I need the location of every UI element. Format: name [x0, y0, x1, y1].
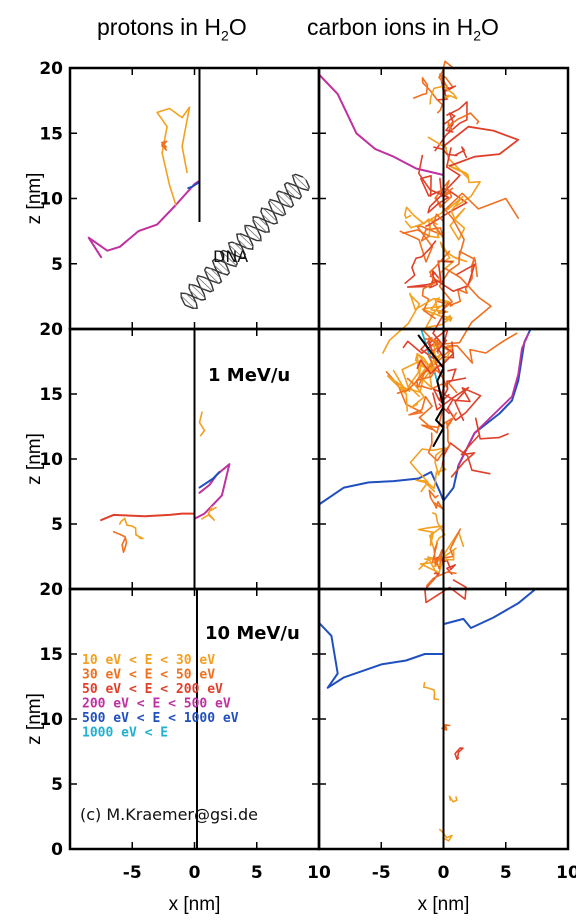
legend-entry: 30 eV < E < 50 eV [82, 668, 215, 683]
track-p1-orange-b [114, 532, 127, 552]
track-c0-loop [444, 127, 519, 166]
y-tick-label: 20 [39, 320, 63, 340]
track-p0-blue [188, 183, 198, 188]
track-c0-delta [414, 78, 443, 113]
track-c2-c [455, 748, 463, 759]
dna-label: DNA [213, 247, 248, 266]
x-tick-label: 5 [500, 863, 512, 883]
track-c2-blue-right [444, 589, 536, 628]
y-axis-label: z [nm] [24, 693, 45, 745]
x-tick-label: 0 [438, 863, 450, 883]
track-c1-delta [447, 333, 516, 363]
track-c1-delta [442, 443, 489, 474]
track-c2-a [424, 683, 439, 700]
y-axis-label: z [nm] [24, 433, 45, 485]
y-tick-label: 0 [51, 840, 63, 860]
legend-entry: 1000 eV < E [82, 726, 168, 741]
y-tick-label: 15 [39, 124, 63, 144]
track-p0-orange [157, 107, 189, 205]
track-c0-delta [451, 258, 475, 306]
y-tick-label: 20 [39, 59, 63, 79]
dna-helix [177, 171, 312, 313]
track-c0-delta [408, 261, 475, 291]
x-tick-label: 10 [307, 863, 331, 883]
x-tick-label: 0 [189, 863, 201, 883]
y-axis-label: z [nm] [24, 173, 45, 225]
credit-text: (c) M.Kraemer@gsi.de [80, 805, 258, 824]
x-axis-label: x [nm] [418, 894, 470, 915]
y-tick-label: 5 [51, 515, 63, 535]
y-tick-label: 5 [51, 255, 63, 275]
y-tick-label: 15 [39, 385, 63, 405]
dna-strand-2 [177, 171, 312, 313]
dna-rung [303, 177, 306, 180]
legend-entry: 500 eV < E < 1000 eV [82, 711, 239, 726]
legend-entry: 10 eV < E < 30 eV [82, 653, 215, 668]
y-tick-label: 15 [39, 645, 63, 665]
x-axis-label: x [nm] [169, 894, 221, 915]
legend-entry: 50 eV < E < 200 eV [82, 682, 223, 697]
y-tick-label: 20 [39, 580, 63, 600]
track-c2-blue-left [319, 623, 444, 688]
x-tick-label: -5 [372, 863, 391, 883]
energy-label-10mev: 10 MeV/u [205, 623, 300, 644]
track-p1-red [101, 514, 194, 521]
x-tick-label: -5 [123, 863, 142, 883]
energy-label-1mev: 1 MeV/u [208, 365, 290, 386]
x-tick-label: 10 [556, 863, 576, 883]
track-p1-top [200, 412, 205, 435]
track-c2-d [450, 796, 457, 801]
track-p0-primary-secondary [89, 182, 199, 258]
y-tick-label: 5 [51, 775, 63, 795]
legend-entry: 200 eV < E < 500 eV [82, 697, 231, 712]
x-tick-label: 5 [251, 863, 263, 883]
track-c2-e [440, 830, 452, 841]
track-c0-magenta [319, 75, 444, 176]
dna-strand-1 [177, 171, 312, 313]
